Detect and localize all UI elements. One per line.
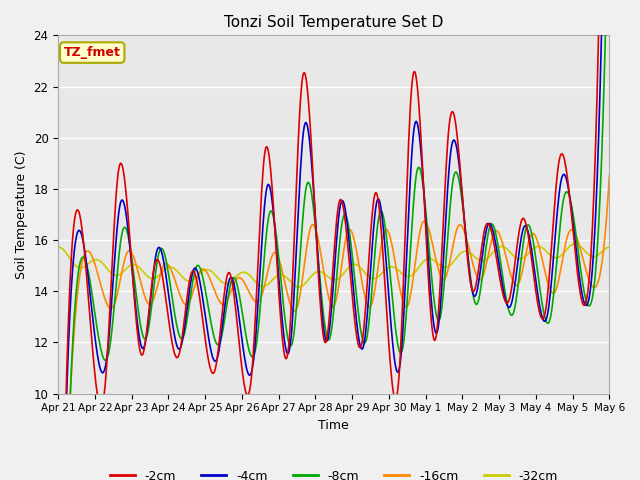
Title: Tonzi Soil Temperature Set D: Tonzi Soil Temperature Set D — [224, 15, 444, 30]
Legend: -2cm, -4cm, -8cm, -16cm, -32cm: -2cm, -4cm, -8cm, -16cm, -32cm — [104, 465, 563, 480]
Text: TZ_fmet: TZ_fmet — [64, 46, 121, 59]
X-axis label: Time: Time — [319, 419, 349, 432]
Y-axis label: Soil Temperature (C): Soil Temperature (C) — [15, 150, 28, 279]
